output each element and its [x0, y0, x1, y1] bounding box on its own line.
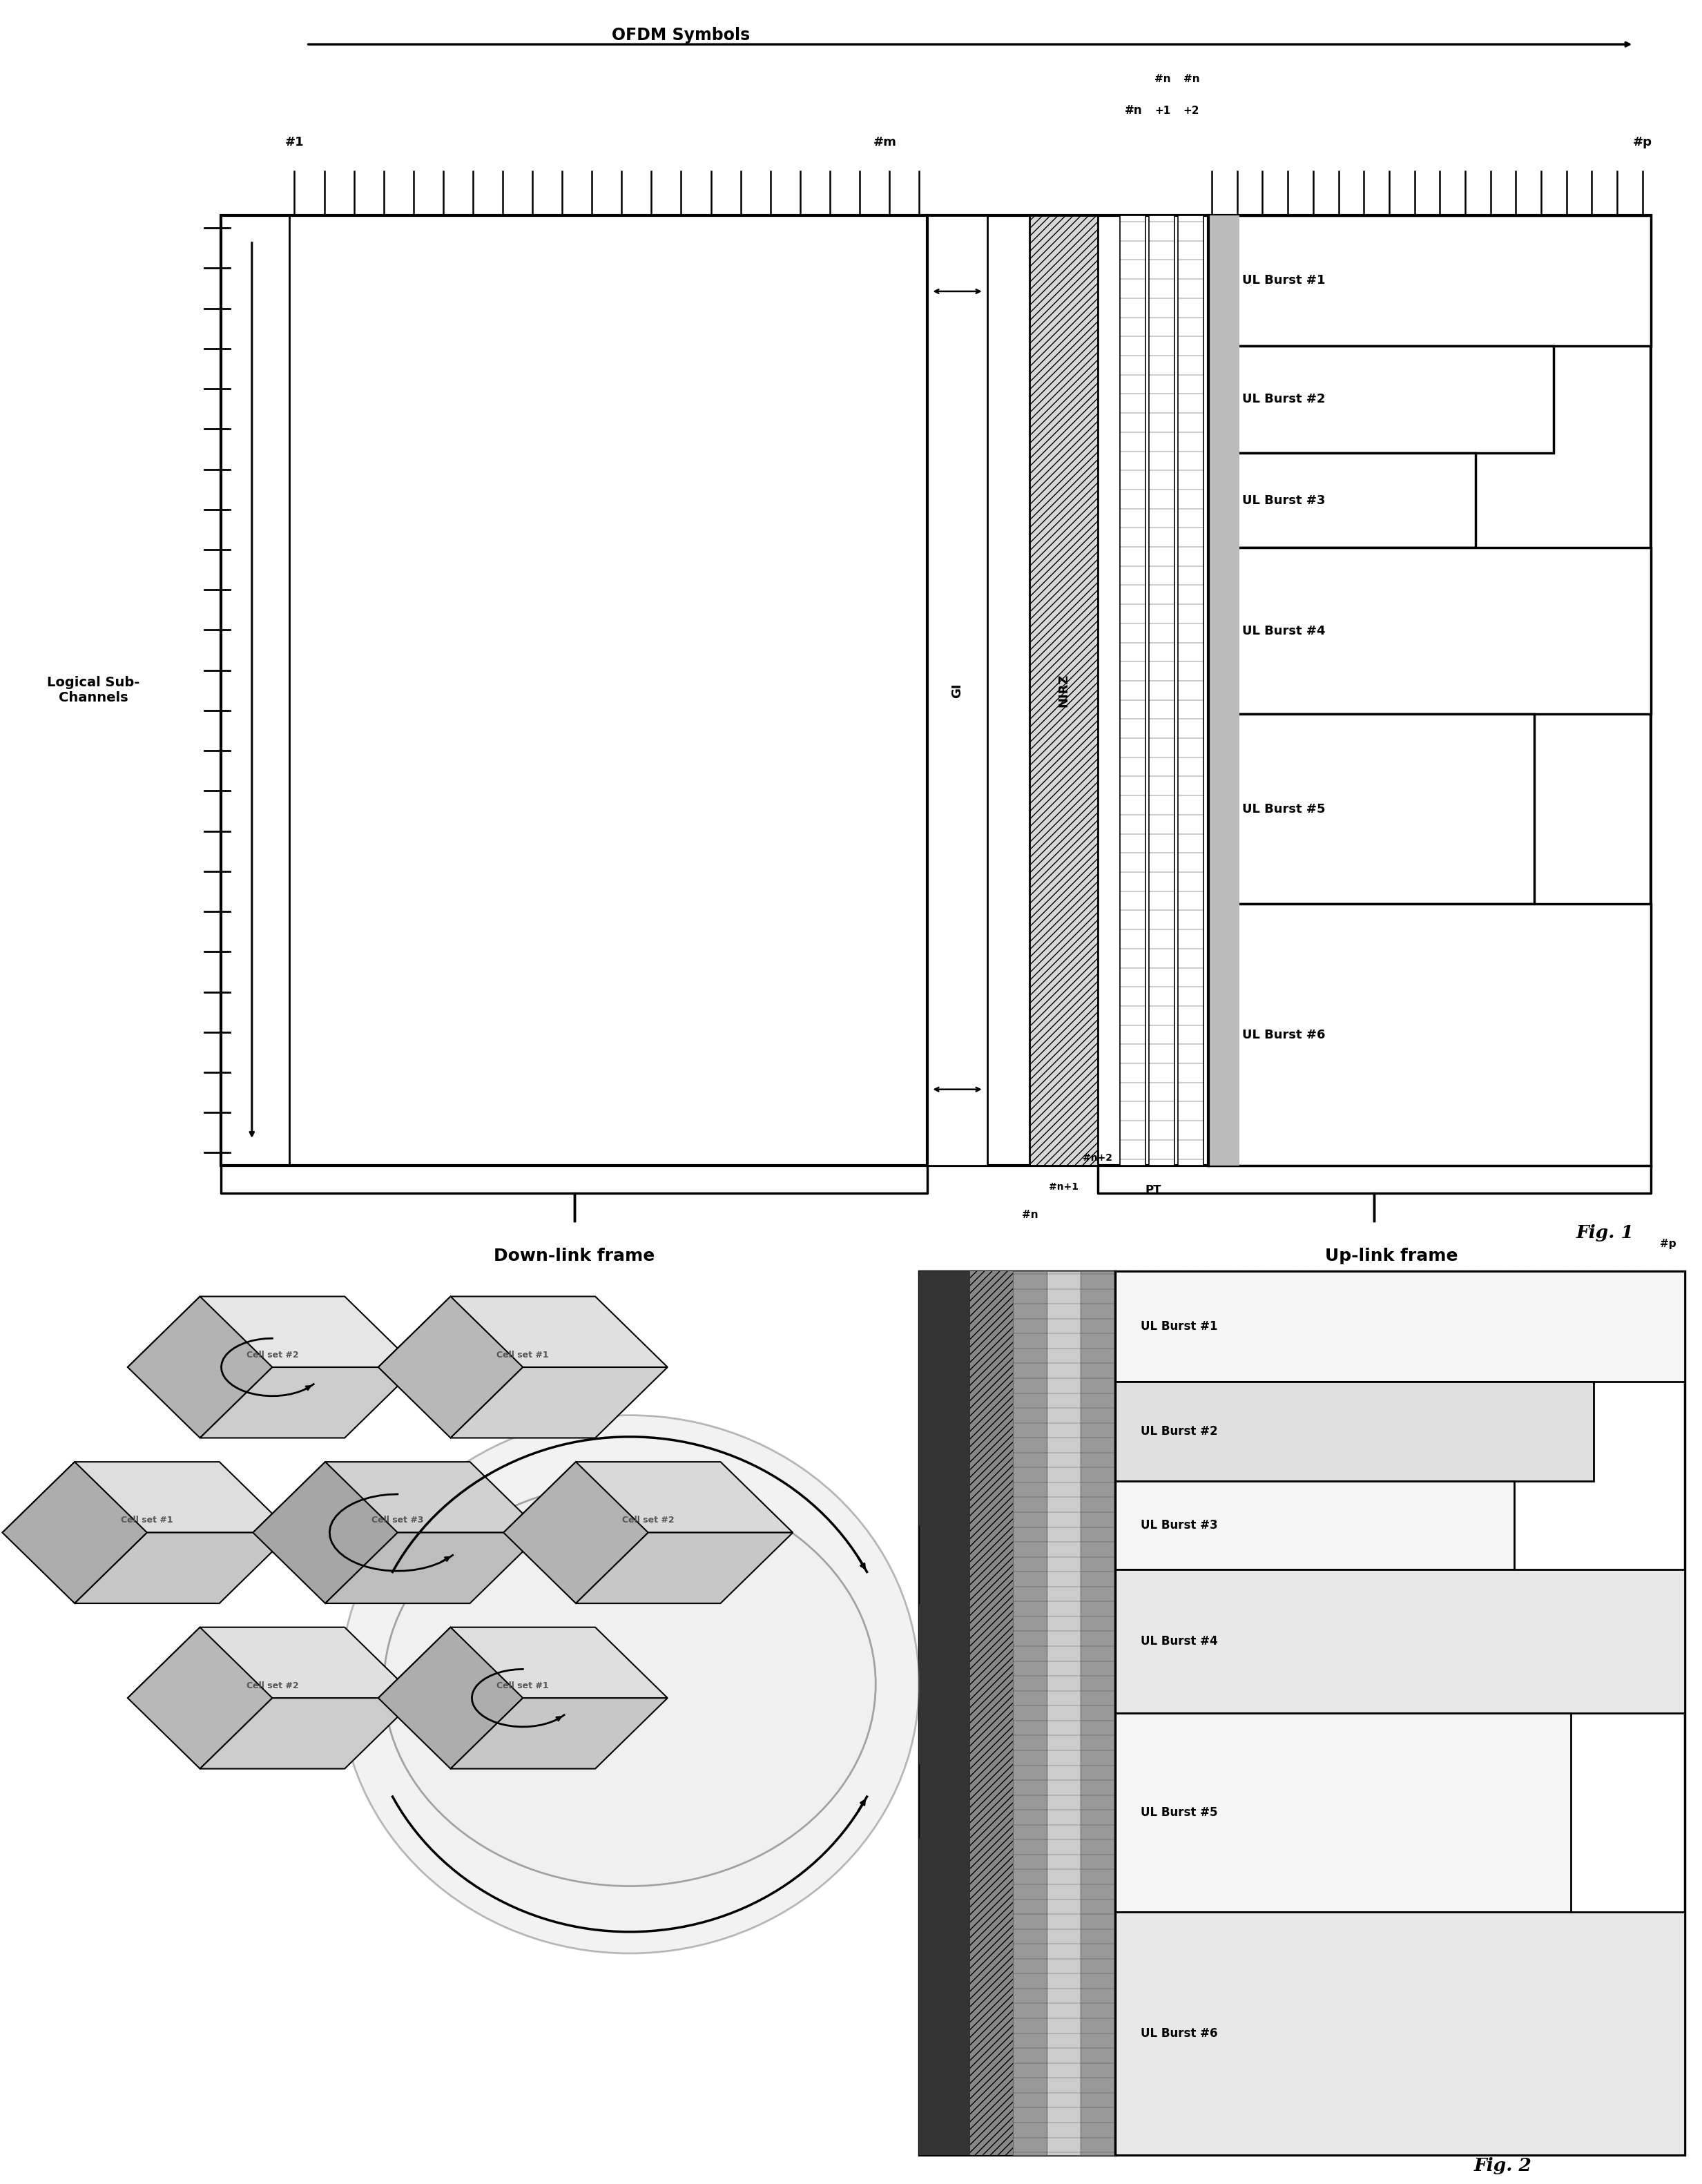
Text: UL Burst #4: UL Burst #4 — [1242, 625, 1326, 638]
Ellipse shape — [340, 1415, 919, 1952]
Text: OFDM Symbols: OFDM Symbols — [611, 26, 751, 44]
Text: UL Burst #3: UL Burst #3 — [1140, 1520, 1217, 1531]
Bar — [1120, 216, 1145, 1166]
Text: #n: #n — [1125, 105, 1142, 116]
Text: Cell set #2: Cell set #2 — [247, 1682, 298, 1690]
Text: #n: #n — [1154, 74, 1171, 85]
Bar — [1208, 216, 1239, 345]
Bar — [1115, 1712, 1571, 1911]
Text: Up-link frame: Up-link frame — [1324, 1247, 1459, 1265]
Text: #m: #m — [873, 135, 897, 149]
Polygon shape — [504, 1461, 648, 1603]
Polygon shape — [378, 1297, 523, 1437]
Polygon shape — [451, 1367, 667, 1437]
Bar — [1115, 1570, 1685, 1712]
Polygon shape — [254, 1461, 543, 1533]
Text: Cell set #2: Cell set #2 — [247, 1350, 298, 1358]
Text: +2: +2 — [1183, 105, 1200, 116]
Text: #n: #n — [1021, 1210, 1038, 1221]
Text: #n: #n — [1183, 74, 1200, 85]
Bar — [928, 216, 987, 1166]
Ellipse shape — [385, 1483, 877, 1887]
Bar — [1208, 548, 1651, 714]
Polygon shape — [199, 1697, 417, 1769]
Text: UL Burst #6: UL Burst #6 — [1140, 2027, 1217, 2040]
Text: Cell set #1: Cell set #1 — [497, 1682, 550, 1690]
Text: UL Burst #2: UL Burst #2 — [1242, 393, 1326, 406]
Bar — [1208, 345, 1554, 452]
Bar — [1115, 1271, 1685, 1382]
Polygon shape — [378, 1627, 667, 1697]
Text: UL Burst #6: UL Burst #6 — [1242, 1029, 1326, 1042]
Bar — [1208, 548, 1239, 714]
Bar — [1178, 216, 1203, 1166]
Text: UL Burst #4: UL Burst #4 — [1140, 1636, 1217, 1647]
Text: #p: #p — [1632, 135, 1653, 149]
Text: UL Burst #5: UL Burst #5 — [1140, 1806, 1217, 1819]
Bar — [1208, 345, 1239, 452]
Text: UL Burst #1: UL Burst #1 — [1242, 275, 1326, 286]
Bar — [1047, 1271, 1081, 2156]
Text: Cell set #1: Cell set #1 — [121, 1516, 174, 1524]
Bar — [1115, 1911, 1685, 2156]
Bar — [1208, 904, 1651, 1166]
Bar — [221, 216, 1651, 1166]
Bar — [1115, 1382, 1593, 1481]
Text: Cell set #2: Cell set #2 — [621, 1516, 674, 1524]
Text: UL Burst #2: UL Burst #2 — [1140, 1426, 1217, 1437]
Polygon shape — [504, 1461, 793, 1533]
Text: NIRZ: NIRZ — [1057, 673, 1071, 708]
Bar — [970, 1271, 1013, 2156]
Text: #n+2: #n+2 — [1082, 1153, 1113, 1162]
Bar — [1149, 216, 1174, 1166]
Text: UL Burst #5: UL Burst #5 — [1242, 804, 1326, 815]
Text: #1: #1 — [284, 135, 305, 149]
Text: Logical Sub-
Channels: Logical Sub- Channels — [48, 677, 140, 705]
Bar — [1115, 1481, 1515, 1570]
Bar — [1208, 452, 1239, 548]
Polygon shape — [254, 1461, 398, 1603]
Polygon shape — [128, 1627, 417, 1697]
Text: PT: PT — [1145, 1184, 1161, 1197]
Bar — [1030, 216, 1098, 1166]
Bar — [1081, 1271, 1115, 2156]
Polygon shape — [199, 1367, 417, 1437]
Bar — [1013, 1271, 1047, 2156]
Bar — [1208, 904, 1239, 1166]
Text: #n+1: #n+1 — [1048, 1182, 1079, 1192]
Bar — [1208, 452, 1476, 548]
Bar — [1208, 216, 1651, 345]
Text: Down-link frame: Down-link frame — [494, 1247, 655, 1265]
Polygon shape — [2, 1461, 291, 1533]
Text: +1: +1 — [1154, 105, 1171, 116]
Polygon shape — [575, 1533, 793, 1603]
Text: UL Burst #3: UL Burst #3 — [1242, 494, 1326, 507]
Polygon shape — [2, 1461, 146, 1603]
Bar — [1208, 714, 1534, 904]
Polygon shape — [128, 1297, 272, 1437]
Text: Cell set #3: Cell set #3 — [371, 1516, 424, 1524]
Text: Fig. 2: Fig. 2 — [1474, 2158, 1532, 2175]
Text: GI: GI — [951, 684, 963, 697]
Polygon shape — [128, 1297, 417, 1367]
Bar — [919, 1271, 970, 2156]
Polygon shape — [378, 1297, 667, 1367]
Polygon shape — [128, 1627, 272, 1769]
Polygon shape — [378, 1627, 523, 1769]
Text: #p: #p — [1659, 1238, 1676, 1249]
Bar — [1208, 714, 1239, 904]
Text: Fig. 1: Fig. 1 — [1576, 1223, 1634, 1241]
Polygon shape — [451, 1697, 667, 1769]
Polygon shape — [325, 1533, 543, 1603]
Bar — [919, 1271, 1685, 2156]
Polygon shape — [75, 1533, 291, 1603]
Text: Cell set #1: Cell set #1 — [497, 1350, 550, 1358]
Text: UL Burst #1: UL Burst #1 — [1140, 1319, 1217, 1332]
